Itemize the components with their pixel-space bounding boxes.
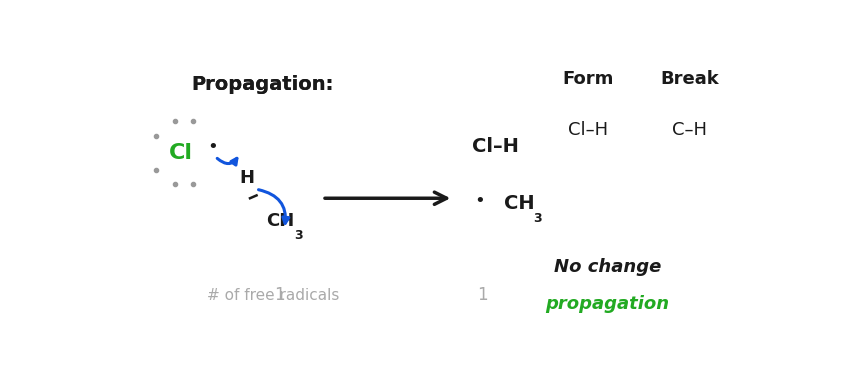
Text: CH: CH — [266, 212, 294, 230]
Text: 3: 3 — [533, 212, 541, 225]
Text: Break: Break — [660, 70, 718, 88]
FancyArrowPatch shape — [259, 190, 288, 223]
Text: 3: 3 — [294, 229, 303, 242]
Text: Cl: Cl — [169, 143, 193, 163]
Text: # of free radicals: # of free radicals — [207, 287, 340, 303]
Text: Propagation:: Propagation: — [191, 75, 333, 94]
Text: 1: 1 — [274, 286, 285, 304]
Text: Form: Form — [562, 70, 613, 88]
Text: •: • — [474, 192, 485, 210]
Text: 1: 1 — [477, 286, 488, 304]
Text: H: H — [239, 169, 254, 187]
Text: Propagation:: Propagation: — [191, 75, 333, 94]
Text: propagation: propagation — [546, 295, 669, 313]
Text: CH: CH — [503, 195, 535, 213]
Text: Cl–H: Cl–H — [568, 121, 607, 139]
FancyArrowPatch shape — [217, 158, 237, 165]
Text: C–H: C–H — [672, 121, 706, 139]
Text: •: • — [207, 138, 218, 156]
Text: Cl–H: Cl–H — [472, 138, 519, 157]
Text: No change: No change — [553, 258, 661, 276]
